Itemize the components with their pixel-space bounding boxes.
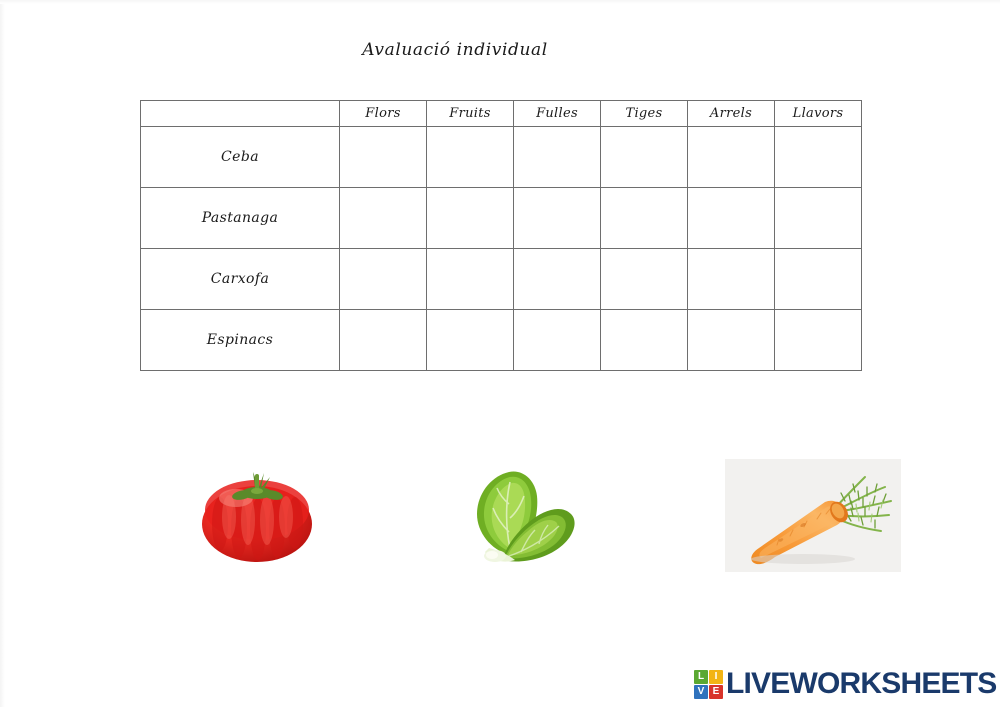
live-tile-l: L	[694, 669, 708, 684]
answer-cell-ceba-fruits[interactable]	[426, 126, 514, 188]
lettuce-image	[447, 460, 587, 568]
answer-cell-carxofa-fulles[interactable]	[513, 248, 601, 310]
answer-cell-espinacs-llavors[interactable]	[774, 309, 862, 371]
column-header-flors: Flors	[339, 100, 427, 127]
answer-cell-carxofa-flors[interactable]	[339, 248, 427, 310]
answer-cell-espinacs-arrels[interactable]	[687, 309, 775, 371]
answer-cell-ceba-arrels[interactable]	[687, 126, 775, 188]
answer-cell-espinacs-fulles[interactable]	[513, 309, 601, 371]
column-header-fruits: Fruits	[426, 100, 514, 127]
answer-cell-ceba-fulles[interactable]	[513, 126, 601, 188]
answer-cell-ceba-llavors[interactable]	[774, 126, 862, 188]
row-label-espinacs: Espinacs	[140, 309, 340, 371]
page-edge-shadow-left	[0, 0, 5, 707]
table-row: Ceba	[140, 126, 862, 188]
answer-cell-pastanaga-llavors[interactable]	[774, 187, 862, 249]
live-tile-v: V	[694, 684, 708, 699]
answer-cell-ceba-tiges[interactable]	[600, 126, 688, 188]
column-header-arrels: Arrels	[687, 100, 775, 127]
answer-cell-carxofa-llavors[interactable]	[774, 248, 862, 310]
live-tiles-icon: L I V E	[694, 669, 723, 699]
liveworksheets-logo[interactable]: L I V E LIVEWORKSHEETS	[694, 669, 997, 699]
page-edge-shadow-top	[0, 0, 1000, 4]
live-tile-e: E	[709, 684, 723, 699]
row-label-pastanaga: Pastanaga	[140, 187, 340, 249]
table-row: Pastanaga	[140, 187, 862, 249]
answer-cell-ceba-flors[interactable]	[339, 126, 427, 188]
table-row: Carxofa	[140, 248, 862, 310]
answer-cell-espinacs-tiges[interactable]	[600, 309, 688, 371]
page-title: Avaluació individual	[362, 40, 548, 60]
answer-cell-espinacs-fruits[interactable]	[426, 309, 514, 371]
carrot-image	[725, 459, 901, 572]
answer-cell-carxofa-tiges[interactable]	[600, 248, 688, 310]
row-label-carxofa: Carxofa	[140, 248, 340, 310]
answer-cell-pastanaga-fulles[interactable]	[513, 187, 601, 249]
table-row: Espinacs	[140, 309, 862, 371]
table-corner-cell	[140, 100, 340, 127]
answer-cell-pastanaga-flors[interactable]	[339, 187, 427, 249]
table-header-row: Flors Fruits Fulles Tiges Arrels Llavors	[140, 100, 862, 127]
live-tile-i: I	[709, 669, 723, 684]
column-header-tiges: Tiges	[600, 100, 688, 127]
answer-cell-pastanaga-arrels[interactable]	[687, 187, 775, 249]
logo-wordmark: LIVEWORKSHEETS	[726, 667, 997, 700]
answer-cell-carxofa-fruits[interactable]	[426, 248, 514, 310]
evaluation-table: Flors Fruits Fulles Tiges Arrels Llavors…	[140, 100, 862, 371]
tomato-image	[198, 462, 316, 566]
column-header-llavors: Llavors	[774, 100, 862, 127]
answer-cell-espinacs-flors[interactable]	[339, 309, 427, 371]
column-header-fulles: Fulles	[513, 100, 601, 127]
answer-cell-pastanaga-tiges[interactable]	[600, 187, 688, 249]
answer-cell-carxofa-arrels[interactable]	[687, 248, 775, 310]
answer-cell-pastanaga-fruits[interactable]	[426, 187, 514, 249]
row-label-ceba: Ceba	[140, 126, 340, 188]
